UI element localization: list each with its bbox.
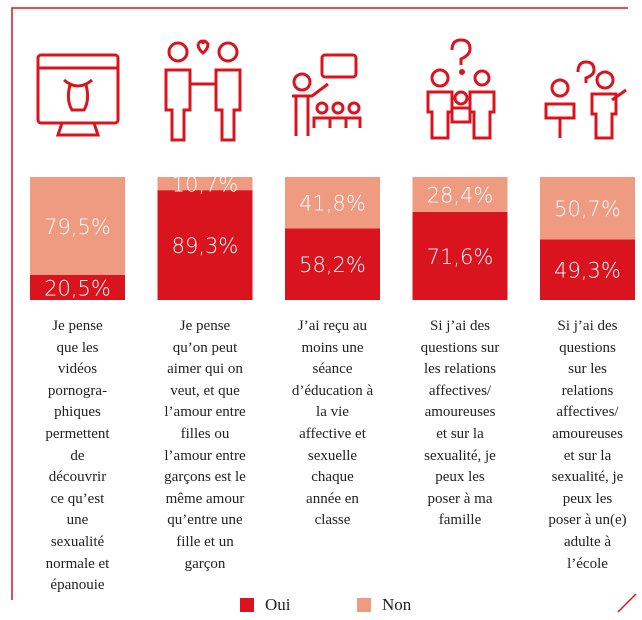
bar-segment: [412, 211, 508, 300]
value-label: 41,8%: [299, 192, 366, 216]
value-label: 79,5%: [44, 215, 111, 239]
category-label: Je pense qu’on peut aimer qui on veut, e…: [164, 318, 246, 572]
bar-segment: [285, 177, 380, 229]
legend-swatch-non: [357, 598, 371, 612]
frame-corner: [617, 593, 637, 613]
frame: [11, 7, 628, 600]
bar-segment: [30, 274, 125, 300]
value-label: 10,7%: [172, 173, 239, 197]
legend-label: Oui: [265, 595, 291, 614]
bar-segment: [157, 190, 253, 300]
value-label: 71,6%: [427, 245, 494, 269]
value-label: 20,5%: [44, 276, 111, 300]
bar-segment: [285, 228, 380, 300]
bar-segment: [30, 177, 125, 275]
category-label: Si j’ai des questions sur les relations …: [420, 318, 500, 529]
category-label: Si j’ai des questions sur les relations …: [548, 318, 627, 572]
value-label: 28,4%: [427, 183, 494, 207]
legend-label: Non: [382, 595, 412, 614]
bar-segment: [157, 177, 253, 191]
bar-segment: [540, 177, 635, 240]
value-label: 89,3%: [172, 234, 239, 258]
category-label: J’ai reçu au moins une séance d’éducatio…: [291, 318, 374, 529]
value-label: 58,2%: [299, 253, 366, 277]
legend-swatch-oui: [240, 598, 254, 612]
value-label: 49,3%: [554, 259, 621, 283]
bar-segment: [412, 177, 508, 212]
value-label: 50,7%: [554, 197, 621, 221]
bar-segment: [540, 239, 635, 300]
category-label: Je pense que les vidéos pornogra- phique…: [45, 318, 110, 594]
icons: [36, 39, 362, 142]
icons-2: [426, 38, 627, 140]
